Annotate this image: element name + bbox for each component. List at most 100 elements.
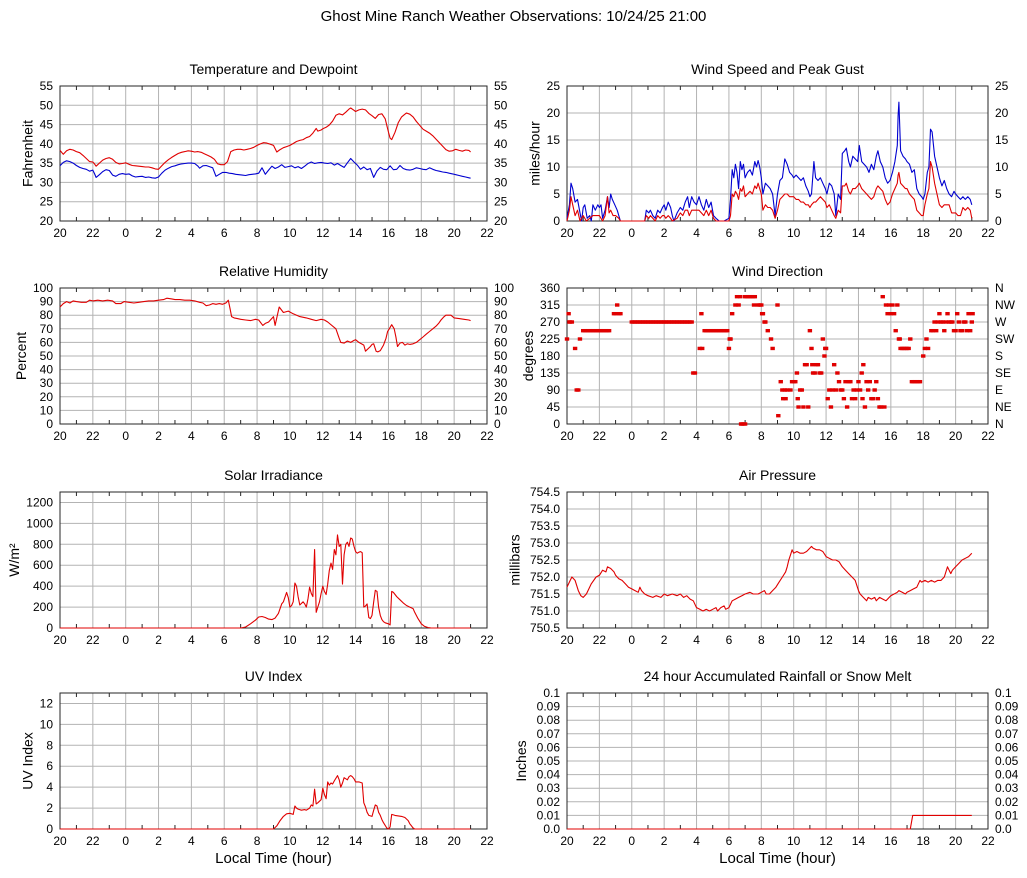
svg-text:800: 800	[33, 537, 53, 551]
svg-text:0: 0	[628, 429, 635, 443]
svg-text:6: 6	[726, 429, 733, 443]
svg-text:55: 55	[40, 79, 54, 93]
svg-text:20: 20	[560, 633, 574, 647]
plot-border	[59, 85, 488, 222]
svg-text:8: 8	[254, 633, 261, 647]
x-axis-label: Local Time (hour)	[215, 850, 332, 867]
svg-text:10: 10	[283, 834, 297, 848]
svg-text:25: 25	[40, 195, 54, 209]
svg-text:753.0: 753.0	[530, 536, 560, 550]
svg-text:14: 14	[349, 429, 363, 443]
svg-text:90: 90	[40, 295, 54, 309]
svg-text:15: 15	[995, 133, 1009, 147]
svg-text:20: 20	[447, 633, 461, 647]
y-tick-labels-right: 0 5 10 15 20 25	[995, 79, 1009, 228]
series-temperature	[59, 107, 471, 170]
svg-text:2: 2	[46, 801, 53, 815]
minor-ticks	[582, 693, 973, 829]
svg-text:0: 0	[46, 621, 53, 635]
plot-border	[59, 692, 488, 830]
svg-text:8: 8	[758, 429, 765, 443]
svg-text:20: 20	[53, 429, 67, 443]
svg-text:0: 0	[995, 214, 1002, 228]
y-axis-label: Inches	[513, 740, 529, 781]
svg-text:25: 25	[494, 195, 508, 209]
svg-text:0: 0	[122, 226, 129, 240]
svg-text:8: 8	[254, 226, 261, 240]
svg-text:20: 20	[995, 106, 1009, 120]
svg-text:20: 20	[53, 834, 67, 848]
minor-ticks	[75, 492, 472, 628]
svg-text:40: 40	[40, 363, 54, 377]
svg-text:0.06: 0.06	[537, 740, 561, 754]
svg-text:754.5: 754.5	[530, 485, 560, 499]
chart-title: Temperature and Dewpoint	[189, 61, 357, 77]
series-humidity	[59, 297, 471, 353]
svg-text:2: 2	[155, 834, 162, 848]
y-tick-labels: 20 25 30 35 40 45 50 55	[40, 79, 54, 228]
svg-text:6: 6	[221, 429, 228, 443]
gridlines	[59, 492, 488, 629]
svg-text:8: 8	[254, 429, 261, 443]
series-wind-speed	[566, 161, 973, 222]
svg-text:10: 10	[283, 633, 297, 647]
svg-text:30: 30	[494, 376, 508, 390]
svg-text:NE: NE	[995, 400, 1012, 414]
svg-text:8: 8	[46, 738, 53, 752]
svg-text:6: 6	[726, 226, 733, 240]
svg-text:8: 8	[758, 633, 765, 647]
svg-text:16: 16	[884, 429, 898, 443]
svg-text:80: 80	[494, 308, 508, 322]
svg-text:22: 22	[593, 226, 607, 240]
svg-text:2: 2	[155, 633, 162, 647]
gridlines	[59, 287, 488, 425]
x-tick-labels: 20 22 0 2 4 6 8 10 12 14 16 18 20 22	[560, 226, 995, 240]
chart-title: Air Pressure	[739, 467, 816, 483]
gridlines	[59, 85, 488, 222]
svg-text:4: 4	[693, 834, 700, 848]
svg-text:0.1: 0.1	[543, 686, 560, 700]
svg-text:22: 22	[593, 834, 607, 848]
y-axis-label: millibars	[507, 534, 523, 585]
svg-text:6: 6	[46, 759, 53, 773]
y-axis-label: Percent	[13, 332, 29, 380]
series-rain	[567, 814, 972, 830]
svg-text:360: 360	[540, 281, 560, 295]
y-tick-labels-right: N NE E SE S SW W NW N	[995, 281, 1016, 431]
svg-text:4: 4	[46, 780, 53, 794]
svg-text:15: 15	[547, 133, 561, 147]
svg-text:W: W	[995, 315, 1007, 329]
series-dewpoint	[59, 157, 471, 179]
svg-text:22: 22	[981, 429, 995, 443]
y-tick-labels-right: 0.00.010.020.030.040.050.060.070.080.090…	[995, 686, 1019, 836]
svg-text:35: 35	[40, 156, 54, 170]
svg-text:14: 14	[349, 226, 363, 240]
x-tick-labels: 20 22 0 2 4 6 8 10 12 14 16 18 20 22	[53, 226, 494, 240]
svg-text:45: 45	[40, 118, 54, 132]
svg-text:4: 4	[693, 633, 700, 647]
svg-text:0: 0	[628, 633, 635, 647]
svg-text:20: 20	[53, 633, 67, 647]
svg-text:40: 40	[494, 363, 508, 377]
svg-text:1000: 1000	[26, 516, 53, 530]
svg-text:SE: SE	[995, 366, 1011, 380]
svg-text:0.09: 0.09	[995, 700, 1019, 714]
svg-text:22: 22	[981, 633, 995, 647]
svg-text:750.5: 750.5	[530, 621, 560, 635]
svg-text:16: 16	[382, 834, 396, 848]
svg-text:45: 45	[547, 400, 561, 414]
chart-title: Wind Direction	[732, 263, 823, 279]
svg-text:25: 25	[547, 79, 561, 93]
svg-text:22: 22	[86, 429, 100, 443]
svg-text:16: 16	[884, 226, 898, 240]
y-tick-labels-right: 20 25 30 35 40 45 50 55	[494, 79, 508, 228]
svg-text:12: 12	[316, 226, 330, 240]
svg-text:20: 20	[560, 226, 574, 240]
page-title: Ghost Mine Ranch Weather Observations: 1…	[320, 8, 707, 25]
series-direction	[564, 294, 975, 426]
svg-text:12: 12	[316, 429, 330, 443]
y-tick-labels: 0 200 400 600 800 1000 1200	[26, 495, 53, 635]
svg-text:20: 20	[40, 214, 54, 228]
